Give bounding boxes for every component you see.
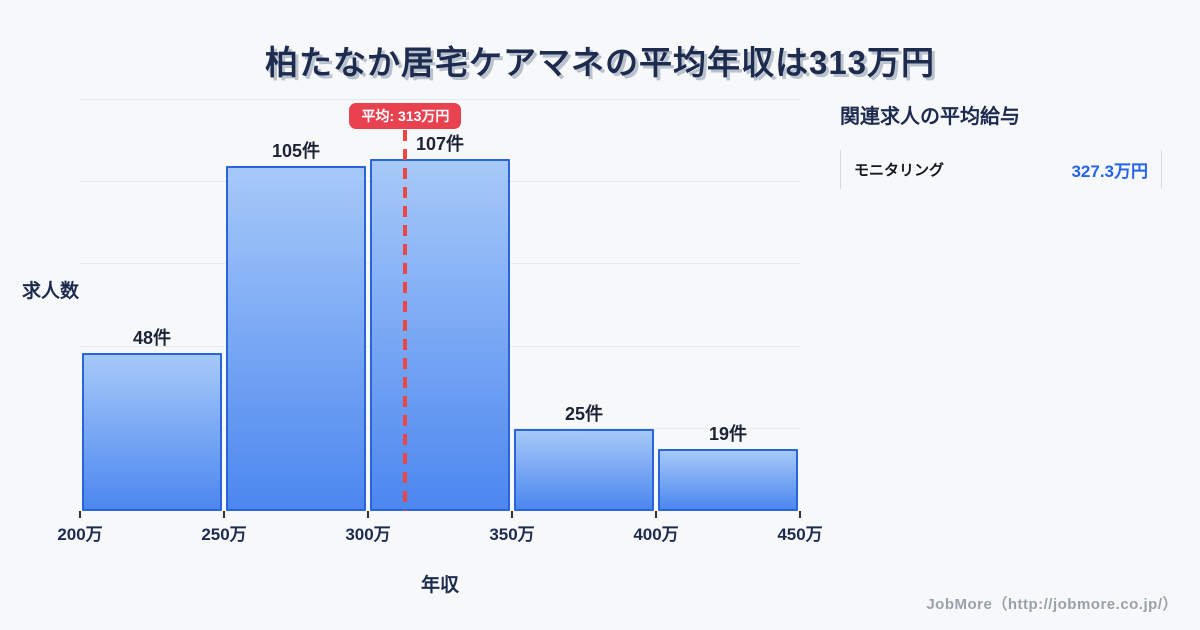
x-axis-tick [223,511,225,518]
x-tick-label: 350万 [489,525,535,544]
bar-count-label: 48件 [132,328,172,349]
x-tick-label: 300万 [345,525,391,544]
histogram-bar [514,428,654,511]
histogram-bar [82,353,222,511]
gridline [80,99,800,100]
related-job-label: モニタリング [854,162,945,179]
x-tick-label: 400万 [633,525,679,544]
x-axis-tick [655,511,657,518]
x-axis-tick [79,511,81,518]
plot-area: 48件 105件 107件 25件 19件 200万 250万 300万 350万 400万 450… [57,99,823,544]
x-axis-tick [511,511,513,518]
related-job-value: 327.3万円 [1071,162,1148,181]
related-jobs-panel: 関連求人の平均給与 モニタリング 327.3万円 [840,100,1162,189]
x-axis-tick [799,511,801,518]
histogram-bar [226,165,366,511]
x-tick-label: 250万 [201,525,247,544]
bar-count-label: 19件 [708,423,748,444]
y-axis-label: 求人数 [22,281,80,302]
average-badge: 平均: 313万円 [349,103,462,129]
x-tick-label: 450万 [777,525,823,544]
x-axis-label: 年収 [420,575,459,596]
page-title: 柏たなか居宅ケアマネの平均年収は313万円 [264,44,936,81]
bar-count-label: 25件 [564,403,604,424]
related-jobs-heading: 関連求人の平均給与 [840,106,1020,128]
x-tick-label: 200万 [57,525,103,544]
site-credit: JobMore（http://jobmore.co.jp/） [926,596,1178,613]
histogram-bar [658,448,798,511]
average-line [403,130,408,511]
x-axis-tick [367,511,369,518]
bar-count-label: 107件 [415,134,465,155]
histogram-bar [370,159,510,511]
related-job-row: モニタリング 327.3万円 [840,150,1162,189]
bar-count-label: 105件 [271,140,321,161]
